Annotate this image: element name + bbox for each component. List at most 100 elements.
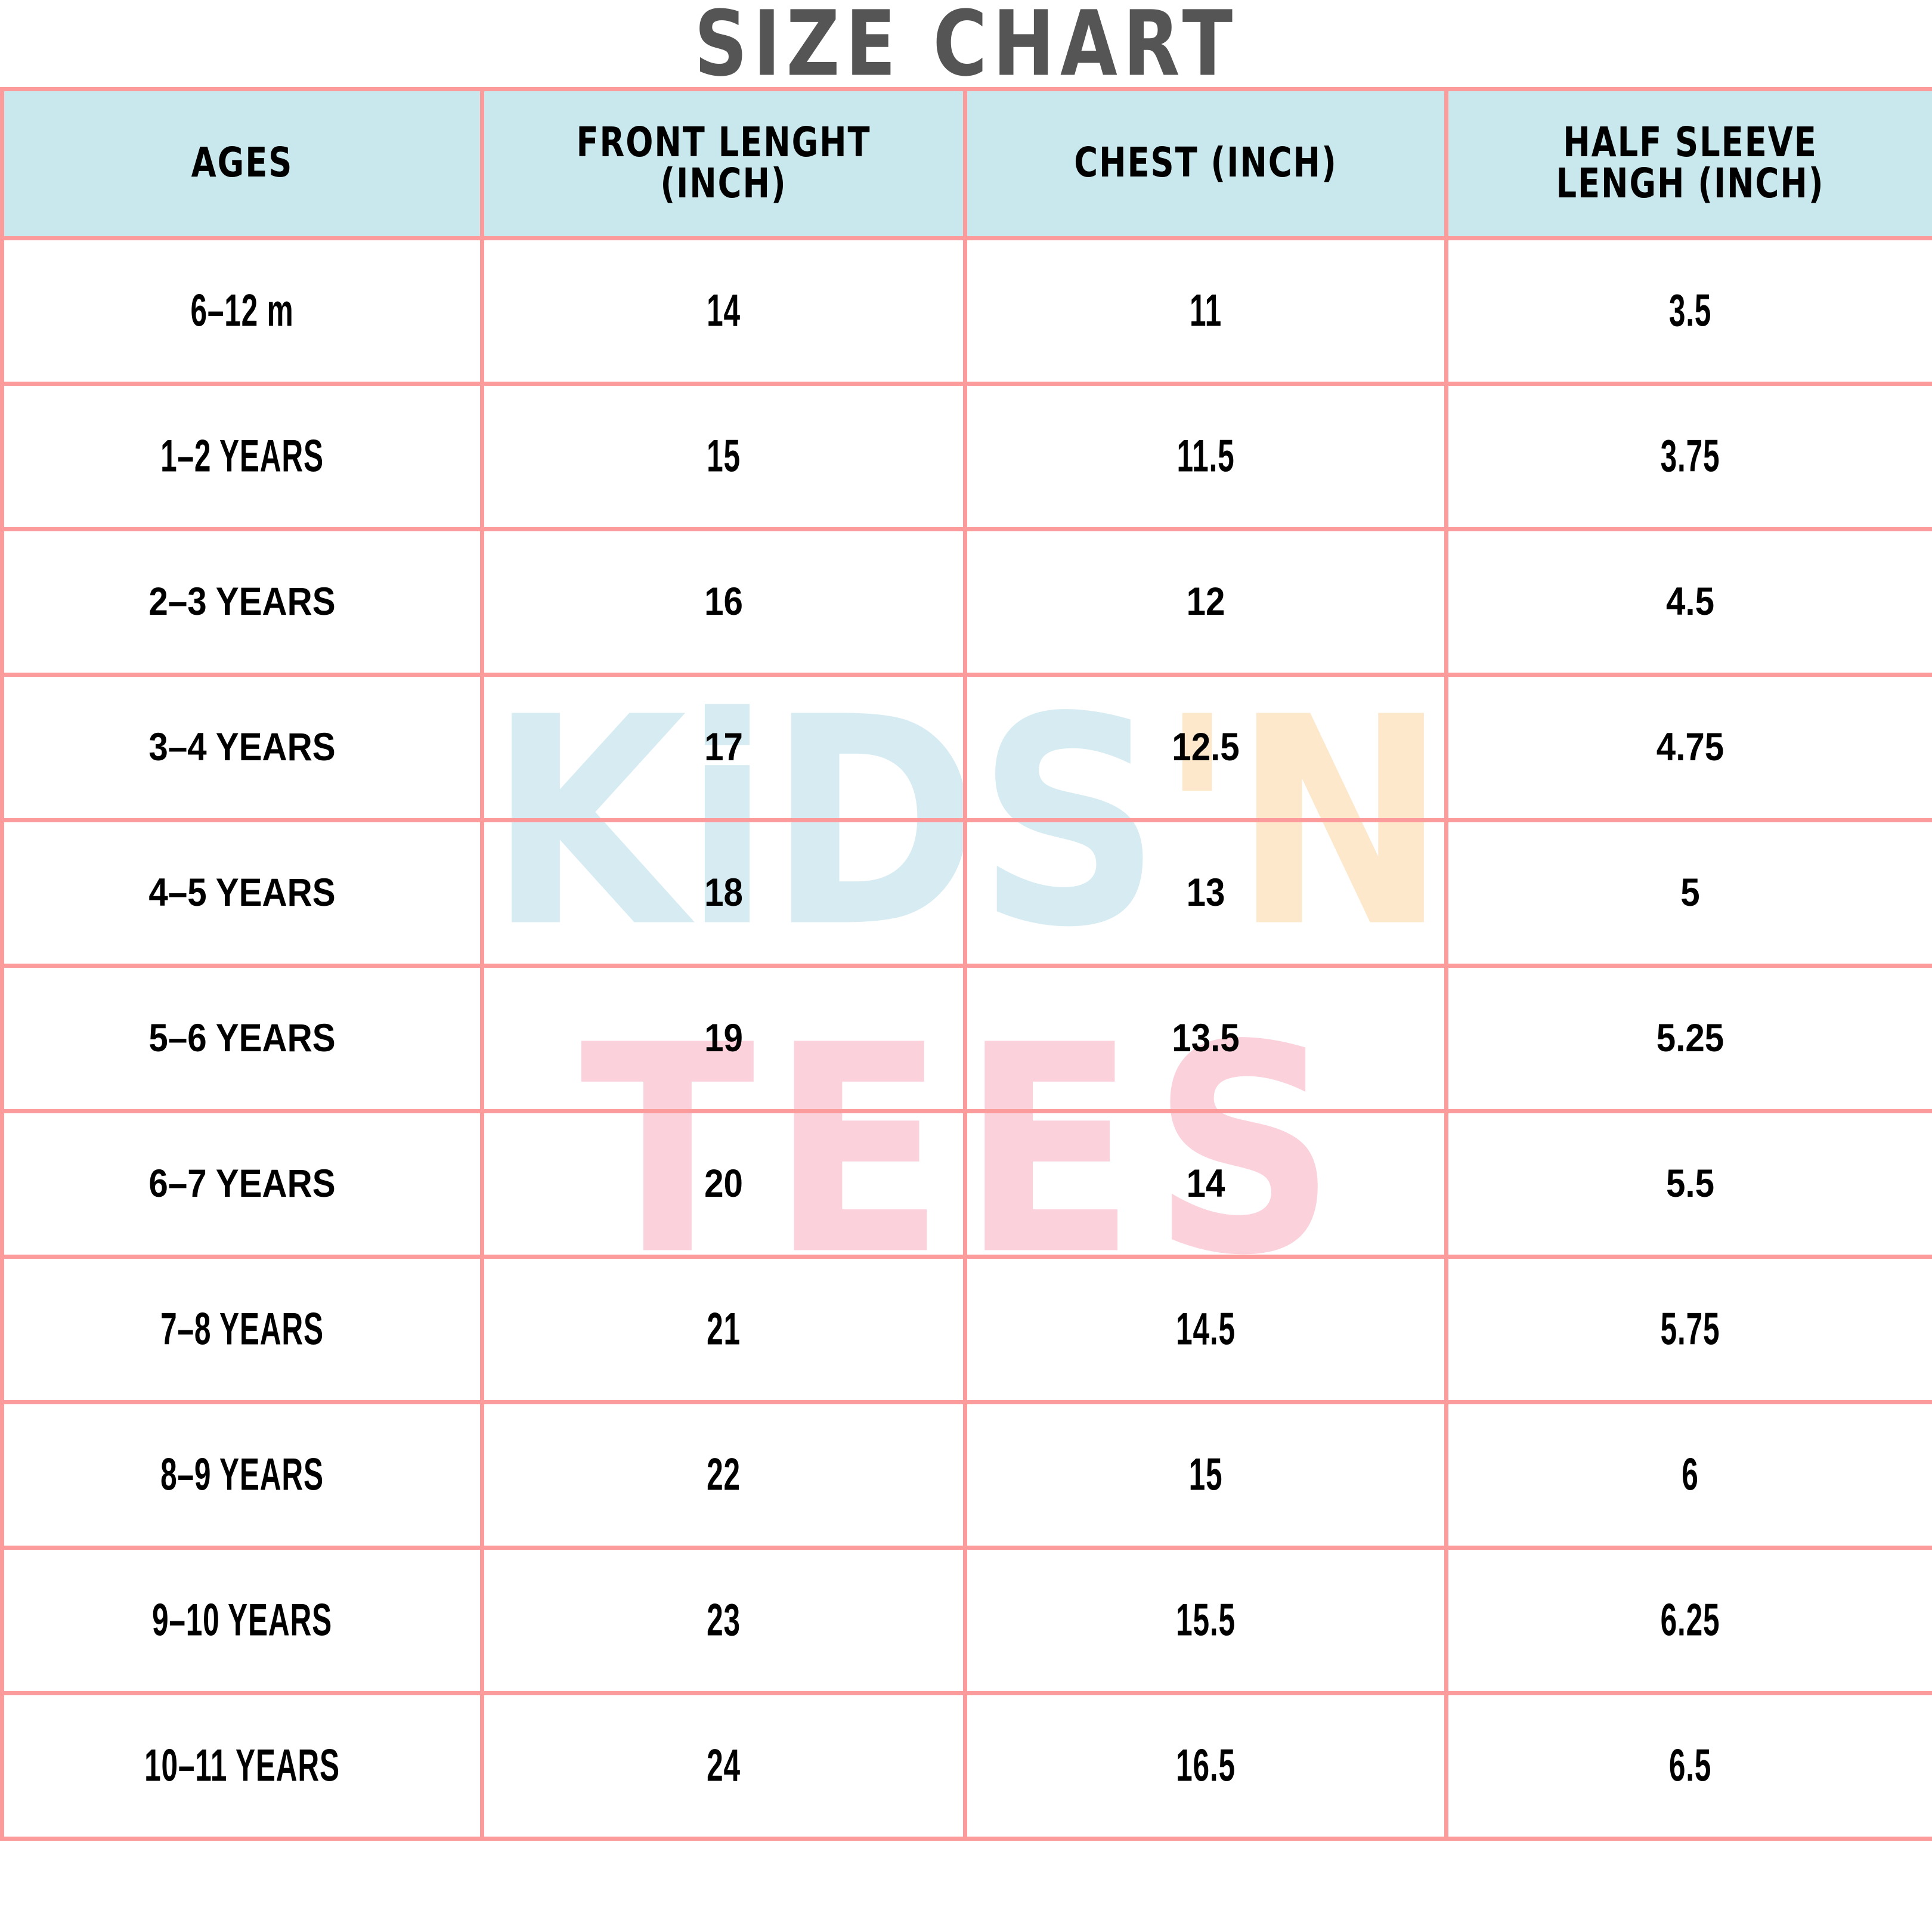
cell-front-length-text: 14	[707, 285, 741, 336]
cell-age: 10–11 YEARS	[0, 1691, 484, 1841]
cell-half-sleeve: 3.75	[1444, 382, 1932, 531]
cell-front-length-text: 18	[704, 871, 743, 915]
cell-age-text: 2–3 YEARS	[148, 580, 336, 624]
table-row: 7–8 YEARS 21 14.5 5.75	[0, 1255, 1932, 1404]
cell-chest: 15.5	[963, 1546, 1448, 1695]
table-header-row: AGES FRONT LENGHT (INCH) CHEST (INCH) HA…	[0, 87, 1932, 240]
cell-half-sleeve: 6	[1444, 1400, 1932, 1550]
cell-age: 9–10 YEARS	[0, 1546, 484, 1695]
cell-half-sleeve: 5.5	[1444, 1109, 1932, 1259]
cell-front-length: 14	[480, 236, 967, 386]
column-header-half-sleeve: HALF SLEEVE LENGH (INCH)	[1444, 87, 1932, 240]
table-row: 4–5 YEARS 18 13 5	[0, 818, 1932, 968]
table-body: 6–12 m 14 11 3.5 1–2 YEARS 15 11.5 3.75 …	[0, 236, 1932, 1841]
table-header: AGES FRONT LENGHT (INCH) CHEST (INCH) HA…	[0, 87, 1932, 240]
cell-front-length-text: 19	[704, 1016, 743, 1060]
table-row: 3–4 YEARS 17 12.5 4.75	[0, 673, 1932, 822]
table-row: 10–11 YEARS 24 16.5 6.5	[0, 1691, 1932, 1841]
cell-half-sleeve-text: 4.75	[1656, 725, 1724, 769]
column-header-ages: AGES	[0, 87, 484, 240]
cell-front-length-text: 15	[707, 431, 741, 481]
cell-chest: 12	[963, 527, 1448, 677]
cell-front-length-text: 22	[707, 1449, 741, 1500]
cell-age-text: 9–10 YEARS	[151, 1594, 333, 1645]
cell-chest-text: 11	[1189, 285, 1222, 336]
cell-half-sleeve: 6.5	[1444, 1691, 1932, 1841]
cell-age-text: 6–7 YEARS	[148, 1162, 336, 1206]
cell-half-sleeve-text: 3.5	[1668, 285, 1712, 336]
column-header-front-length-line2: (INCH)	[660, 160, 787, 208]
cell-front-length: 23	[480, 1546, 967, 1695]
cell-half-sleeve: 5.25	[1444, 964, 1932, 1113]
cell-age: 7–8 YEARS	[0, 1255, 484, 1404]
cell-front-length-text: 23	[707, 1594, 741, 1645]
cell-chest: 14.5	[963, 1255, 1448, 1404]
cell-age: 8–9 YEARS	[0, 1400, 484, 1550]
cell-age-text: 4–5 YEARS	[148, 871, 336, 915]
cell-chest-text: 15	[1188, 1449, 1223, 1500]
column-header-front-length: FRONT LENGHT (INCH)	[480, 87, 967, 240]
cell-chest: 15	[963, 1400, 1448, 1550]
cell-chest-text: 14.5	[1176, 1304, 1236, 1354]
cell-front-length: 19	[480, 964, 967, 1113]
table-row: 2–3 YEARS 16 12 4.5	[0, 527, 1932, 677]
cell-half-sleeve-text: 4.5	[1665, 580, 1715, 624]
cell-age: 2–3 YEARS	[0, 527, 484, 677]
cell-half-sleeve-text: 6.5	[1668, 1740, 1712, 1791]
cell-front-length-text: 16	[704, 580, 743, 624]
table-row: 5–6 YEARS 19 13.5 5.25	[0, 964, 1932, 1113]
cell-chest: 16.5	[963, 1691, 1448, 1841]
cell-front-length: 21	[480, 1255, 967, 1404]
cell-chest: 12.5	[963, 673, 1448, 822]
cell-front-length: 15	[480, 382, 967, 531]
cell-chest-text: 12.5	[1172, 725, 1240, 769]
cell-chest: 13.5	[963, 964, 1448, 1113]
cell-front-length-text: 20	[704, 1162, 743, 1206]
table-row: 9–10 YEARS 23 15.5 6.25	[0, 1546, 1932, 1695]
cell-front-length: 18	[480, 818, 967, 968]
column-header-half-sleeve-line2: LENGH (INCH)	[1556, 160, 1825, 208]
cell-front-length: 24	[480, 1691, 967, 1841]
cell-chest: 11	[963, 236, 1448, 386]
cell-chest-text: 15.5	[1176, 1594, 1236, 1645]
cell-age: 6–7 YEARS	[0, 1109, 484, 1259]
page-title-text: SIZE CHART	[693, 0, 1239, 97]
cell-age-text: 3–4 YEARS	[148, 725, 336, 769]
cell-front-length-text: 24	[707, 1740, 741, 1791]
cell-age: 3–4 YEARS	[0, 673, 484, 822]
size-chart-table: AGES FRONT LENGHT (INCH) CHEST (INCH) HA…	[0, 87, 1932, 1841]
cell-chest: 11.5	[963, 382, 1448, 531]
cell-half-sleeve-text: 5.75	[1660, 1304, 1720, 1354]
cell-half-sleeve-text: 5.5	[1665, 1162, 1715, 1206]
cell-age-text: 10–11 YEARS	[144, 1740, 340, 1791]
cell-chest: 13	[963, 818, 1448, 968]
column-header-front-length-line1: FRONT LENGHT	[576, 119, 871, 167]
cell-front-length-text: 17	[704, 725, 743, 769]
cell-chest-text: 13	[1186, 871, 1225, 915]
cell-half-sleeve: 6.25	[1444, 1546, 1932, 1695]
cell-age: 4–5 YEARS	[0, 818, 484, 968]
cell-front-length: 22	[480, 1400, 967, 1550]
cell-half-sleeve: 5	[1444, 818, 1932, 968]
cell-half-sleeve-text: 5.25	[1656, 1016, 1724, 1060]
cell-age: 6–12 m	[0, 236, 484, 386]
cell-age-text: 5–6 YEARS	[148, 1016, 336, 1060]
cell-chest-text: 12	[1186, 580, 1225, 624]
cell-chest-text: 14	[1186, 1162, 1225, 1206]
cell-chest-text: 16.5	[1176, 1740, 1236, 1791]
cell-half-sleeve-text: 6.25	[1660, 1594, 1720, 1645]
column-header-half-sleeve-line1: HALF SLEEVE	[1563, 119, 1818, 167]
cell-front-length: 17	[480, 673, 967, 822]
cell-chest-text: 11.5	[1176, 431, 1235, 481]
cell-half-sleeve: 3.5	[1444, 236, 1932, 386]
cell-age: 5–6 YEARS	[0, 964, 484, 1113]
cell-age-text: 1–2 YEARS	[160, 431, 324, 481]
cell-half-sleeve-text: 5	[1680, 871, 1700, 915]
page-title: SIZE CHART	[0, 0, 1932, 97]
cell-age-text: 7–8 YEARS	[160, 1304, 324, 1354]
cell-half-sleeve-text: 6	[1682, 1449, 1699, 1500]
cell-half-sleeve: 5.75	[1444, 1255, 1932, 1404]
cell-front-length: 16	[480, 527, 967, 677]
table-row: 6–7 YEARS 20 14 5.5	[0, 1109, 1932, 1259]
cell-front-length-text: 21	[707, 1304, 741, 1354]
